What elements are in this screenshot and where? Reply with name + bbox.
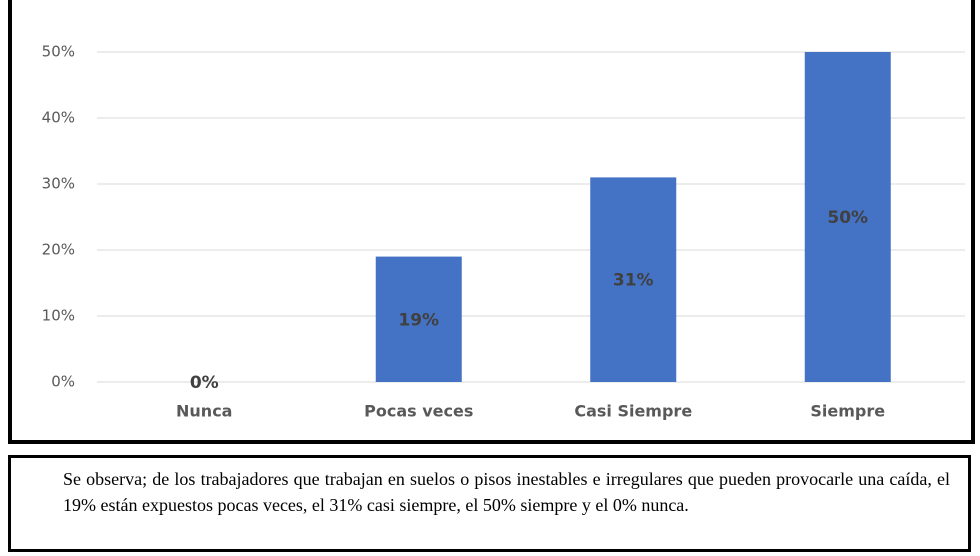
chart: 0% 10% 20% 30% 40% 50% Nunca 0% Pocas veces 19% Ca… [8, 0, 975, 444]
y-tick-label: 50% [42, 43, 75, 61]
y-tick-label: 10% [42, 307, 75, 325]
y-tick-label: 20% [42, 241, 75, 259]
data-label: 0% [190, 373, 219, 393]
data-label: 19% [398, 310, 439, 330]
caption: Se observa; de los trabajadores que trab… [8, 455, 971, 552]
y-tick-label: 30% [42, 175, 75, 193]
x-tick-label: Nunca [176, 402, 232, 421]
bar [375, 256, 462, 382]
y-tick-label: 40% [42, 109, 75, 127]
x-tick-label: Pocas veces [364, 402, 473, 421]
bar [590, 177, 677, 382]
data-label: 50% [827, 208, 868, 228]
data-label: 31% [613, 271, 654, 291]
x-tick-label: Siempre [810, 402, 885, 421]
x-tick-label: Casi Siempre [574, 402, 692, 421]
bar [804, 52, 891, 382]
y-tick-label: 0% [51, 373, 75, 391]
